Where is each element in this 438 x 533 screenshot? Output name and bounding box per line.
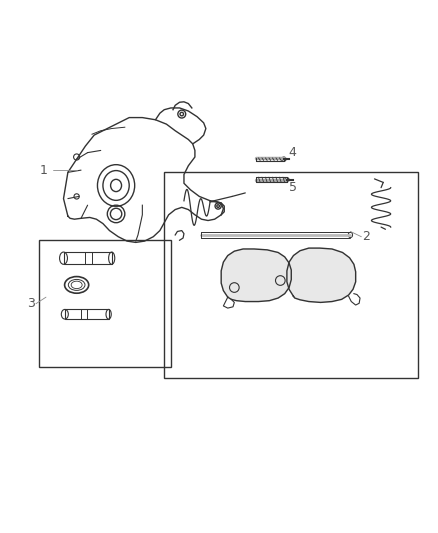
Text: 2: 2 [362,230,370,243]
Polygon shape [287,248,356,302]
Bar [65,310,109,319]
Text: 1: 1 [40,164,48,176]
Bar [39,240,171,367]
Bar [64,252,112,264]
Text: 3: 3 [27,297,35,310]
Text: 4: 4 [289,146,297,159]
Polygon shape [221,249,291,302]
Bar [164,172,418,378]
Text: 5: 5 [289,181,297,194]
